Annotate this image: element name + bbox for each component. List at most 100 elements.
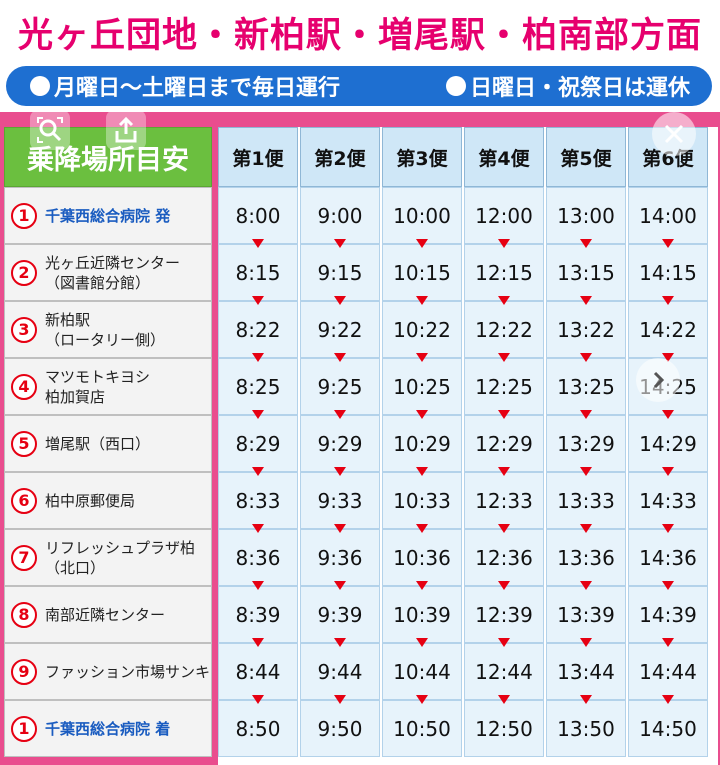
departure-time-cell: 8:22: [218, 301, 298, 358]
bullet-icon: [30, 76, 50, 96]
stop-number-badge: 7: [11, 544, 37, 571]
departure-time-cell: 12:22: [464, 301, 544, 358]
stop-row: 8 南部近隣センター: [4, 586, 212, 643]
departure-time-cell: 14:39: [628, 586, 708, 643]
down-arrow-icon: [498, 353, 510, 362]
bullet-icon: [445, 76, 466, 96]
down-arrow-icon: [334, 410, 346, 419]
departure-time-cell: 12:29: [464, 415, 544, 472]
departure-time-cell: 12:36: [464, 529, 544, 586]
down-arrow-icon: [416, 638, 428, 647]
departure-time-cell: 13:25: [546, 358, 626, 415]
departure-time-cell: 10:44: [382, 643, 462, 700]
stop-number-badge: 1: [11, 202, 37, 229]
down-arrow-icon: [252, 695, 264, 704]
stop-name: 千葉西総合病院 着: [45, 719, 171, 738]
down-arrow-icon: [416, 239, 428, 248]
down-arrow-icon: [416, 524, 428, 533]
page-title: 光ヶ丘団地・新柏駅・増尾駅・柏南部方面: [17, 15, 702, 56]
stop-name: マツモトキヨシ 柏加賀店: [45, 367, 151, 406]
departure-time-cell: 14:50: [628, 700, 708, 757]
departure-time-cell: 8:50: [218, 700, 298, 757]
down-arrow-icon: [662, 239, 674, 248]
departure-time-cell: 8:00: [218, 187, 298, 244]
trip-header: 第5便: [546, 127, 626, 187]
operation-banner: 月曜日～土曜日まで毎日運行 日曜日・祝祭日は運休: [6, 66, 712, 106]
down-arrow-icon: [416, 410, 428, 419]
stop-name: 南部近隣センター: [45, 605, 166, 624]
down-arrow-icon: [334, 638, 346, 647]
close-icon[interactable]: [652, 112, 696, 156]
chevron-right-icon[interactable]: [636, 358, 680, 402]
down-arrow-icon: [498, 296, 510, 305]
down-arrow-icon: [252, 296, 264, 305]
banner-holiday: 日曜日・祝祭日は運休: [445, 70, 690, 102]
stop-number-badge: 3: [11, 316, 37, 343]
departure-time-cell: 13:29: [546, 415, 626, 472]
trip-header: 第1便: [218, 127, 298, 187]
banner-holiday-text: 日曜日・祝祭日は運休: [469, 76, 690, 101]
departure-time-cell: 8:15: [218, 244, 298, 301]
lens-search-icon[interactable]: [30, 110, 70, 150]
departure-time-cell: 10:25: [382, 358, 462, 415]
departure-time-cell: 14:00: [628, 187, 708, 244]
trip-header: 第2便: [300, 127, 380, 187]
stop-number-badge: 1: [11, 715, 37, 742]
trip-header: 第4便: [464, 127, 544, 187]
down-arrow-icon: [416, 695, 428, 704]
down-arrow-icon: [498, 695, 510, 704]
down-arrow-icon: [416, 296, 428, 305]
departure-time-cell: 9:36: [300, 529, 380, 586]
stop-row: 6 柏中原郵便局: [4, 472, 212, 529]
down-arrow-icon: [334, 467, 346, 476]
departure-time-cell: 13:36: [546, 529, 626, 586]
down-arrow-icon: [580, 524, 592, 533]
departure-time-cell: 9:44: [300, 643, 380, 700]
departure-time-cell: 12:00: [464, 187, 544, 244]
departure-time-cell: 14:36: [628, 529, 708, 586]
departure-time-cell: 8:44: [218, 643, 298, 700]
down-arrow-icon: [334, 695, 346, 704]
departure-time-cell: 9:22: [300, 301, 380, 358]
stop-row: 3 新柏駅 （ロータリー側）: [4, 301, 212, 358]
down-arrow-icon: [498, 638, 510, 647]
down-arrow-icon: [334, 581, 346, 590]
departure-time-cell: 10:50: [382, 700, 462, 757]
stop-number-badge: 2: [11, 259, 37, 286]
down-arrow-icon: [252, 467, 264, 476]
departure-time-cell: 14:44: [628, 643, 708, 700]
departure-time-cell: 13:39: [546, 586, 626, 643]
departure-time-cell: 10:33: [382, 472, 462, 529]
stop-name: 千葉西総合病院 発: [45, 206, 171, 225]
departure-time-cell: 12:15: [464, 244, 544, 301]
stop-name: 新柏駅 （ロータリー側）: [45, 310, 166, 349]
down-arrow-icon: [498, 524, 510, 533]
down-arrow-icon: [662, 410, 674, 419]
banner-weekday-text: 月曜日～土曜日まで毎日運行: [54, 76, 341, 101]
departure-time-cell: 13:50: [546, 700, 626, 757]
down-arrow-icon: [334, 524, 346, 533]
stop-row: 1 千葉西総合病院 発: [4, 187, 212, 244]
departure-time-cell: 8:33: [218, 472, 298, 529]
departure-time-cell: 14:33: [628, 472, 708, 529]
stop-row: 1 千葉西総合病院 着: [4, 700, 212, 757]
down-arrow-icon: [580, 296, 592, 305]
down-arrow-icon: [498, 467, 510, 476]
departure-time-cell: 13:33: [546, 472, 626, 529]
departure-time-cell: 9:15: [300, 244, 380, 301]
stop-name: ファッション市場サンキ: [45, 662, 211, 681]
down-arrow-icon: [580, 638, 592, 647]
departure-time-cell: 12:50: [464, 700, 544, 757]
departure-time-cell: 10:22: [382, 301, 462, 358]
down-arrow-icon: [662, 638, 674, 647]
stop-row: 7 リフレッシュプラザ柏 （北口）: [4, 529, 212, 586]
down-arrow-icon: [334, 353, 346, 362]
down-arrow-icon: [252, 524, 264, 533]
down-arrow-icon: [252, 239, 264, 248]
departure-time-cell: 10:15: [382, 244, 462, 301]
down-arrow-icon: [416, 581, 428, 590]
departure-time-cell: 12:33: [464, 472, 544, 529]
departure-time-cell: 10:00: [382, 187, 462, 244]
share-icon[interactable]: [106, 110, 146, 150]
down-arrow-icon: [252, 581, 264, 590]
